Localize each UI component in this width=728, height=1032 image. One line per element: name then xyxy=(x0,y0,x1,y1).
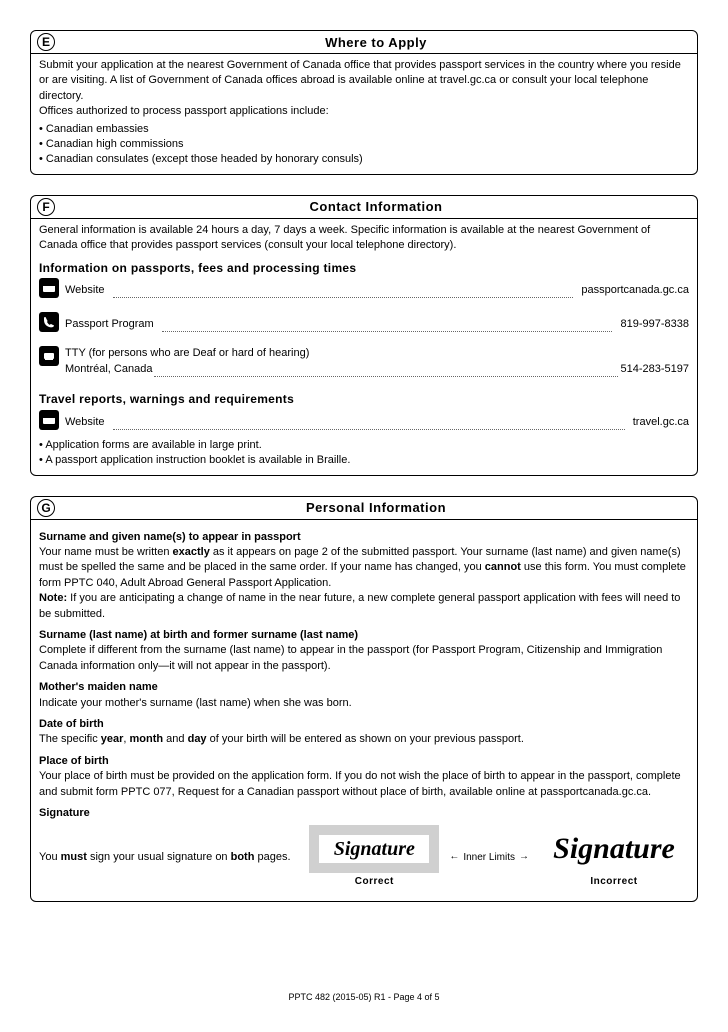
contact-value: 514-283-5197 xyxy=(620,362,689,377)
contact-row-tty: TTY (for persons who are Deaf or hard of… xyxy=(39,346,689,377)
signature-caption: Incorrect xyxy=(539,875,689,889)
info-text: Indicate your mother's surname (last nam… xyxy=(39,696,689,711)
section-personal-information: G Personal Information Surname and given… xyxy=(30,496,698,903)
intro-text: General information is available 24 hour… xyxy=(39,223,689,254)
contact-value: 819-997-8338 xyxy=(620,317,689,332)
info-title: Surname (last name) at birth and former … xyxy=(39,628,689,643)
offices-line: Offices authorized to process passport a… xyxy=(39,104,689,119)
info-title: Place of birth xyxy=(39,754,689,769)
info-title: Date of birth xyxy=(39,717,689,732)
bullet-item: Canadian high commissions xyxy=(39,137,689,152)
bullet-list: Canadian embassies Canadian high commiss… xyxy=(39,122,689,168)
section-where-to-apply: E Where to Apply Submit your application… xyxy=(30,30,698,175)
section-title: Where to Apply xyxy=(55,35,697,50)
subheading: Travel reports, warnings and requirement… xyxy=(39,391,689,408)
info-title: Signature xyxy=(39,806,689,821)
contact-row-travel: Website travel.gc.ca xyxy=(39,410,689,430)
info-text: Complete if different from the surname (… xyxy=(39,643,689,674)
info-text: Your place of birth must be provided on … xyxy=(39,769,689,800)
section-letter: G xyxy=(37,499,55,517)
signature-incorrect-box: Signature Incorrect xyxy=(539,825,689,889)
info-text: The specific year, month and day of your… xyxy=(39,732,689,747)
section-contact-information: F Contact Information General informatio… xyxy=(30,195,698,476)
section-letter: F xyxy=(37,198,55,216)
arrow-left-icon: ← xyxy=(449,850,459,864)
intro-text: Submit your application at the nearest G… xyxy=(39,58,689,104)
signature-row: You must sign your usual signature on bo… xyxy=(39,825,689,889)
contact-label: Website xyxy=(65,283,105,298)
globe-icon xyxy=(39,278,59,298)
dotted-line xyxy=(154,366,618,377)
tty-label: TTY (for persons who are Deaf or hard of… xyxy=(65,346,689,361)
dotted-line xyxy=(162,321,613,332)
contact-value: travel.gc.ca xyxy=(633,415,689,430)
info-title: Mother's maiden name xyxy=(39,680,689,695)
globe-icon xyxy=(39,410,59,430)
section-body: Submit your application at the nearest G… xyxy=(31,54,697,174)
signature-caption: Correct xyxy=(309,875,439,889)
section-body: Surname and given name(s) to appear in p… xyxy=(31,520,697,902)
contact-row-website: Website passportcanada.gc.ca xyxy=(39,278,689,298)
signature-sample-large: Signature xyxy=(553,828,675,870)
signature-sample: Signature xyxy=(334,835,415,863)
section-body: General information is available 24 hour… xyxy=(31,219,697,475)
info-note: Note: If you are anticipating a change o… xyxy=(39,591,689,622)
footer-note: Application forms are available in large… xyxy=(39,438,689,453)
inner-limits-label: Inner Limits xyxy=(463,852,515,863)
section-letter: E xyxy=(37,33,55,51)
info-text: Your name must be written exactly as it … xyxy=(39,545,689,591)
info-title: Surname and given name(s) to appear in p… xyxy=(39,530,689,545)
signature-text: You must sign your usual signature on bo… xyxy=(39,850,299,865)
tty-icon xyxy=(39,346,59,366)
contact-value: passportcanada.gc.ca xyxy=(581,283,689,298)
bullet-item: Canadian consulates (except those headed… xyxy=(39,152,689,167)
page-footer: PPTC 482 (2015-05) R1 - Page 4 of 5 xyxy=(30,992,698,1012)
phone-icon xyxy=(39,312,59,332)
bullet-item: Canadian embassies xyxy=(39,122,689,137)
arrow-labels: ← Inner Limits → xyxy=(449,850,529,864)
contact-label: Passport Program xyxy=(65,317,154,332)
contact-label: Website xyxy=(65,415,105,430)
arrow-right-icon: → xyxy=(519,850,529,864)
section-title: Contact Information xyxy=(55,199,697,214)
subheading: Information on passports, fees and proce… xyxy=(39,260,689,277)
footer-note: A passport application instruction bookl… xyxy=(39,453,689,468)
section-header: F Contact Information xyxy=(31,196,697,219)
signature-correct-box: Signature Correct xyxy=(309,825,439,889)
tty-city: Montréal, Canada xyxy=(65,362,152,377)
contact-row-program: Passport Program 819-997-8338 xyxy=(39,312,689,332)
section-title: Personal Information xyxy=(55,500,697,515)
section-header: G Personal Information xyxy=(31,497,697,520)
dotted-line xyxy=(113,419,625,430)
dotted-line xyxy=(113,287,574,298)
section-header: E Where to Apply xyxy=(31,31,697,54)
